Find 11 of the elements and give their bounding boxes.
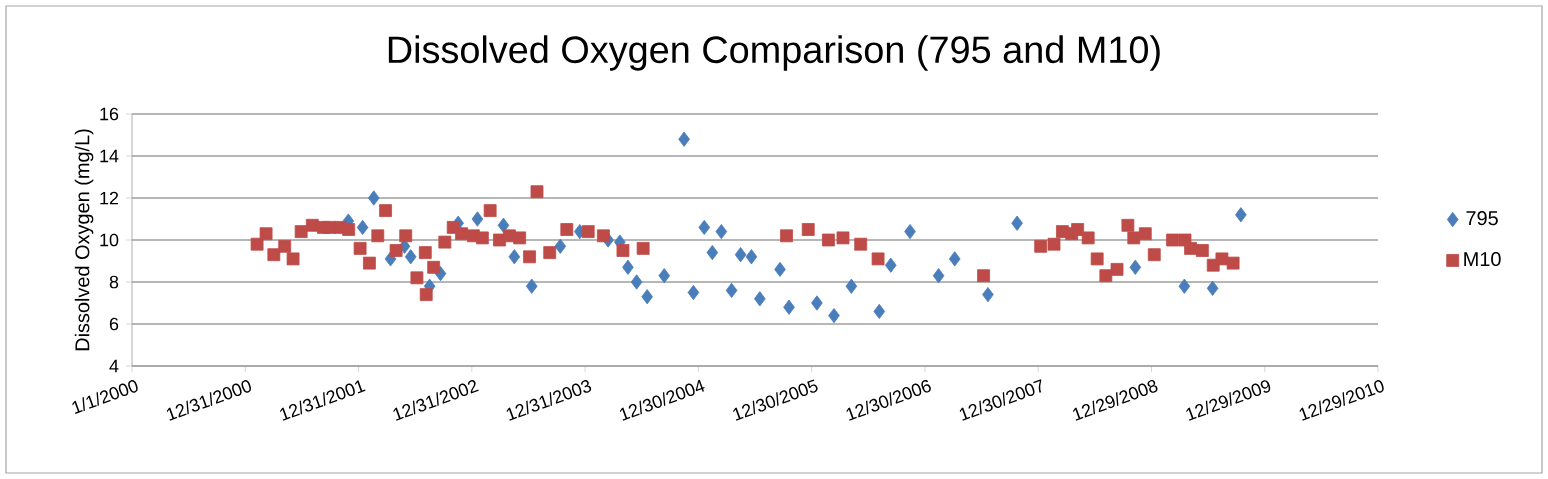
chart-title: Dissolved Oxygen Comparison (795 and M10) bbox=[388, 35, 1160, 71]
legend-label: 795 bbox=[1466, 211, 1498, 226]
y-tick-label: 16 bbox=[100, 107, 119, 121]
y-tick-label: 10 bbox=[100, 233, 119, 247]
y-tick-label: 14 bbox=[100, 149, 119, 163]
y-tick-label: 12 bbox=[100, 191, 119, 205]
y-tick-label: 4 bbox=[109, 359, 119, 373]
y-tick-label: 6 bbox=[109, 317, 119, 331]
y-tick-label: 8 bbox=[109, 275, 119, 289]
y-axis-title: Dissolved Oxygen (mg/L) bbox=[74, 129, 94, 351]
legend-label: M10 bbox=[1464, 251, 1501, 267]
